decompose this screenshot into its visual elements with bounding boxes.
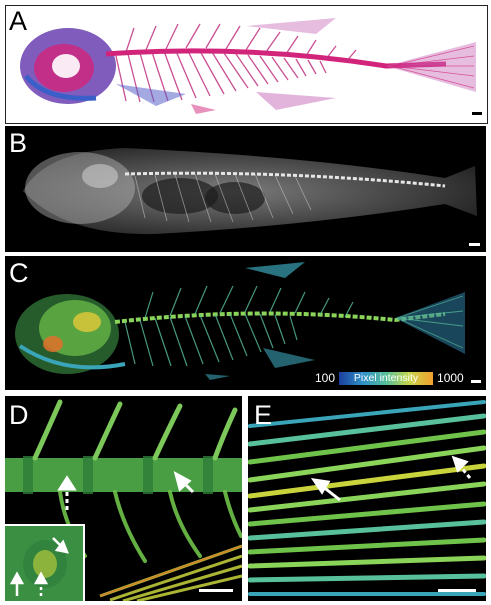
- panel-a: A: [5, 5, 488, 124]
- scale-bar: [471, 380, 481, 383]
- stained-fish-image: [20, 18, 476, 114]
- xray-fish-image: [23, 148, 477, 235]
- panel-d: D: [5, 396, 242, 601]
- fin-rays-closeup-image: [248, 400, 486, 596]
- scale-bar: [199, 589, 233, 592]
- legend-gradient-bar: Pixel intensity: [339, 371, 434, 385]
- inset-vertebra-image: [5, 526, 83, 601]
- inset-image: [5, 524, 85, 601]
- panel-label-d: D: [9, 400, 29, 430]
- scale-bar: [472, 112, 482, 115]
- legend-min-value: 100: [315, 371, 336, 385]
- panel-b: B: [5, 126, 486, 252]
- ct-fish-image: [15, 262, 465, 380]
- panel-e: E: [248, 396, 486, 601]
- scale-bar: [438, 589, 476, 592]
- panel-label-b: B: [9, 128, 28, 158]
- color-scale-legend: 100 Pixel intensity 1000: [315, 370, 464, 386]
- panel-label-a: A: [9, 6, 28, 36]
- scale-bar: [469, 243, 480, 246]
- panel-label-c: C: [9, 258, 29, 288]
- panel-c: C 100 Pixel intensity 1000: [5, 256, 486, 390]
- legend-title: Pixel intensity: [353, 371, 419, 384]
- legend-max-value: 1000: [437, 371, 464, 385]
- vertebrae-closeup-image: [5, 399, 242, 601]
- panel-label-e: E: [254, 400, 273, 430]
